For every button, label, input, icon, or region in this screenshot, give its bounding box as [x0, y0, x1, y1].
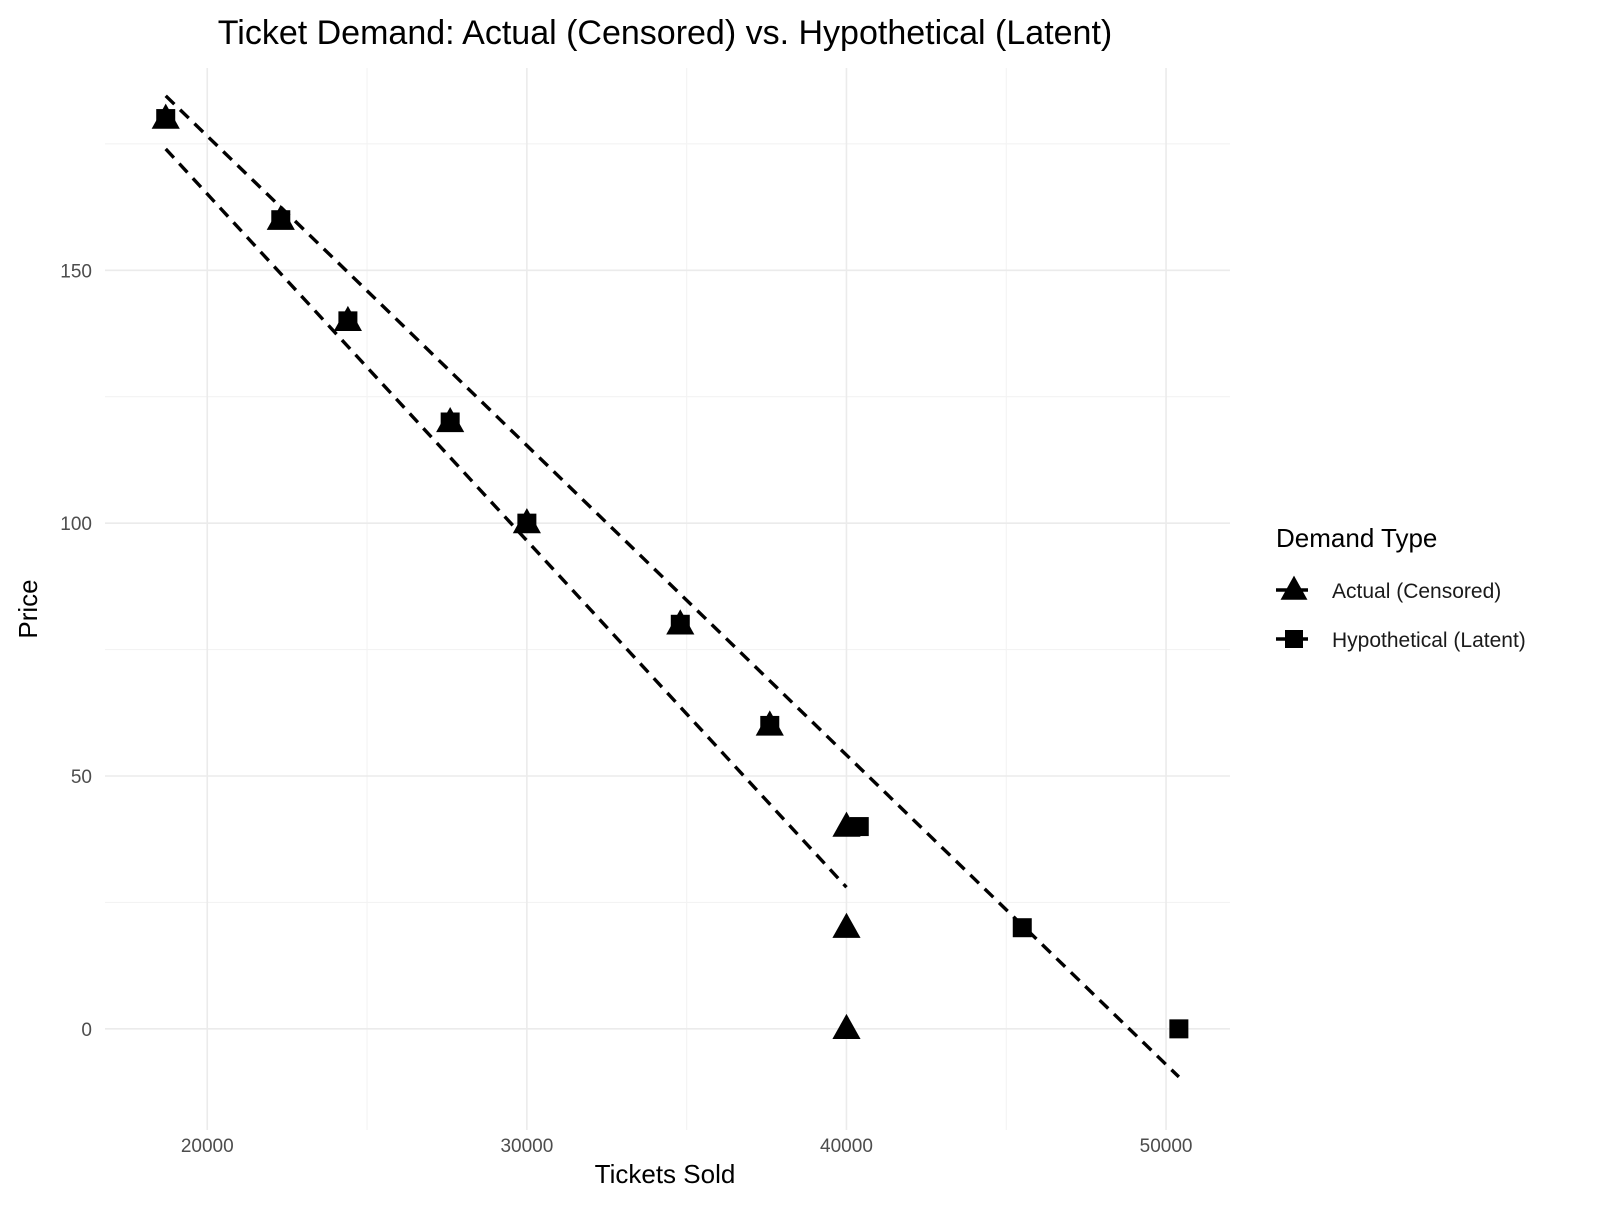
- y-axis-title: Price: [13, 579, 43, 638]
- grid-layer: [105, 68, 1230, 1130]
- hypothetical-latent-point: [670, 614, 690, 634]
- legend-item: Actual (Censored): [1276, 575, 1501, 603]
- legend-square-marker: [1285, 630, 1303, 648]
- actual-censored-point: [832, 1013, 861, 1040]
- tick-labels-layer: 20000 30000 40000 50000 0 50 100 150: [60, 261, 1192, 1157]
- legend: Demand Type Actual (Censored) Hypothetica…: [1276, 523, 1526, 652]
- points-layer: [151, 103, 1189, 1040]
- x-tick-label: 30000: [500, 1136, 553, 1157]
- hypothetical-latent-point: [760, 715, 780, 735]
- hypothetical-latent-point: [1169, 1019, 1189, 1039]
- actual-censored-point: [832, 912, 861, 938]
- legend-title: Demand Type: [1276, 523, 1437, 553]
- x-tick-label: 20000: [181, 1136, 234, 1157]
- fit-lines-layer: [164, 94, 1181, 1079]
- legend-label: Hypothetical (Latent): [1332, 629, 1526, 652]
- hypothetical-latent-point: [156, 109, 176, 129]
- x-axis-title: Tickets Sold: [595, 1159, 736, 1189]
- y-tick-label: 0: [81, 1020, 92, 1041]
- legend-item: Hypothetical (Latent): [1276, 629, 1526, 652]
- y-tick-label: 150: [60, 261, 92, 282]
- x-tick-label: 50000: [1140, 1136, 1193, 1157]
- x-tick-label: 40000: [820, 1136, 873, 1157]
- hypothetical-latent-point: [517, 513, 537, 533]
- y-tick-label: 50: [71, 767, 92, 788]
- legend-label: Actual (Censored): [1332, 580, 1501, 603]
- chart-title: Ticket Demand: Actual (Censored) vs. Hyp…: [218, 14, 1112, 52]
- hypothetical-latent-point: [271, 210, 291, 230]
- hypothetical-latent-fit-line: [164, 94, 1181, 1079]
- y-tick-label: 100: [60, 514, 92, 535]
- legend-items: Actual (Censored) Hypothetical (Latent): [1276, 575, 1526, 652]
- hypothetical-latent-point: [1012, 918, 1032, 938]
- hypothetical-latent-point: [849, 817, 869, 837]
- actual-censored-fit-line: [164, 147, 848, 889]
- hypothetical-latent-point: [440, 412, 460, 432]
- legend-triangle-marker: [1280, 575, 1308, 600]
- hypothetical-latent-point: [338, 311, 358, 331]
